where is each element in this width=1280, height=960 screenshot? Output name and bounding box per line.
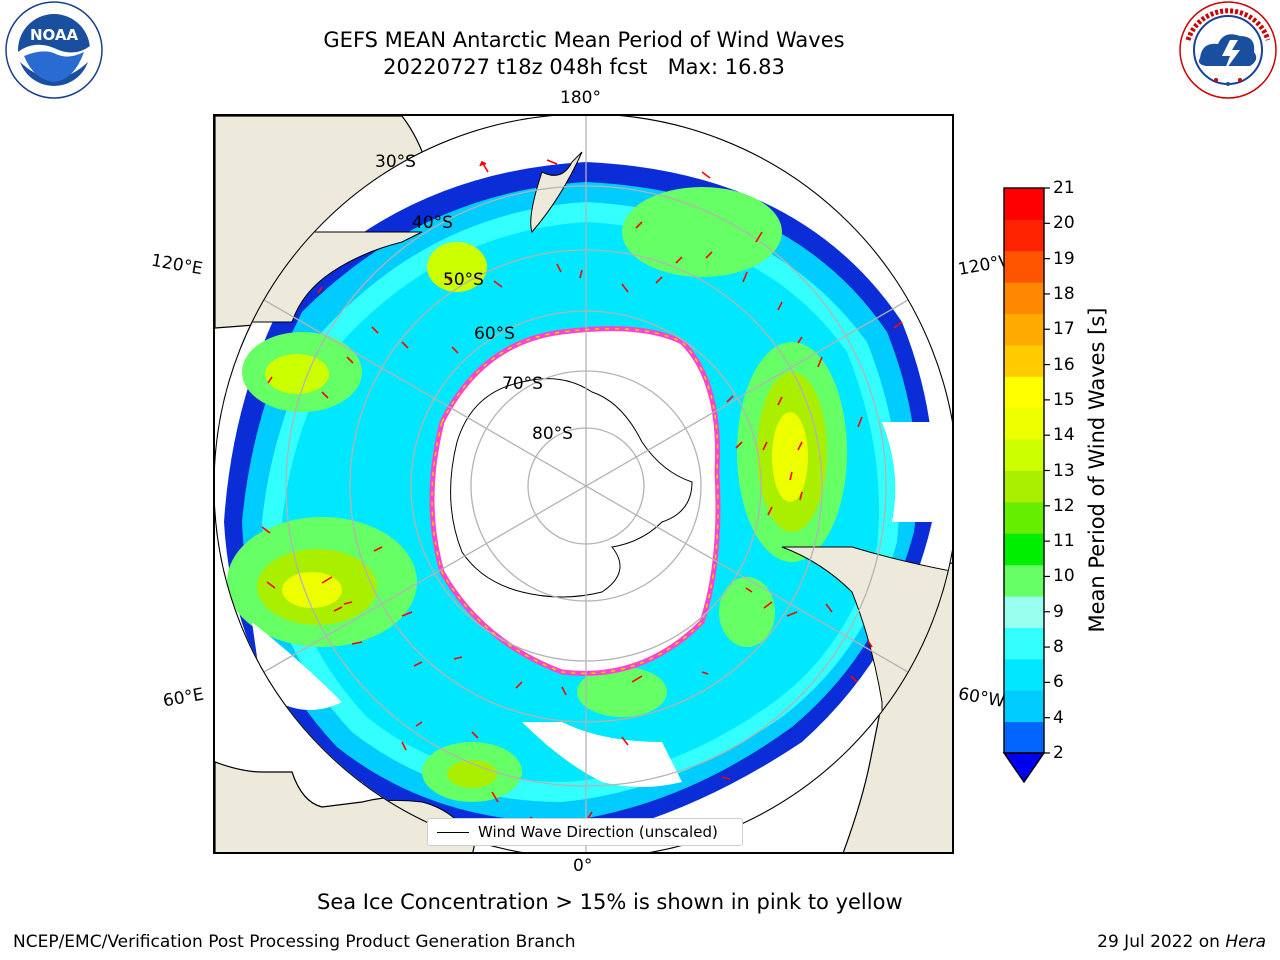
colorbar-segment bbox=[1004, 282, 1044, 315]
colorbar-tick-label: 14 bbox=[1053, 425, 1075, 446]
colorbar-segment bbox=[1004, 344, 1044, 377]
colorbar-tick-label: 19 bbox=[1053, 248, 1075, 269]
colorbar-segment bbox=[1004, 376, 1044, 409]
footer-date-text: 29 Jul 2022 on bbox=[1097, 932, 1226, 952]
lon-label-60e: 60°E bbox=[161, 684, 206, 712]
colorbar-tick-label: 21 bbox=[1053, 178, 1075, 198]
colorbar-label: Mean Period of Wind Waves [s] bbox=[1085, 307, 1109, 633]
lon-label-60w: 60°W bbox=[956, 684, 1007, 712]
footer-credit: NCEP/EMC/Verification Post Processing Pr… bbox=[13, 932, 576, 952]
colorbar bbox=[1002, 187, 1050, 784]
lat-label-40s: 40°S bbox=[412, 213, 453, 233]
graticule bbox=[215, 116, 952, 852]
wind-wave-arrows bbox=[261, 159, 903, 822]
colorbar-segment bbox=[1004, 596, 1044, 628]
noaa-logo: NOAA bbox=[5, 1, 103, 99]
colorbar-tick-label: 10 bbox=[1053, 566, 1075, 587]
colorbar-segment bbox=[1004, 721, 1044, 754]
colorbar-tick-label: 9 bbox=[1053, 601, 1064, 622]
map-canvas bbox=[215, 116, 952, 852]
colorbar-segment bbox=[1004, 627, 1044, 660]
lat-label-70s: 70°S bbox=[502, 374, 543, 394]
colorbar-tick-label: 18 bbox=[1053, 283, 1075, 304]
colorbar-segment bbox=[1004, 658, 1044, 691]
map-legend: Wind Wave Direction (unscaled) bbox=[427, 818, 743, 846]
footer-date: 29 Jul 2022 on Hera bbox=[1097, 932, 1266, 952]
lon-label-120e: 120°E bbox=[149, 250, 205, 280]
colorbar-segments bbox=[1004, 188, 1044, 754]
colorbar-segment bbox=[1004, 533, 1044, 566]
colorbar-tick-label: 6 bbox=[1053, 672, 1064, 693]
colorbar-segment bbox=[1004, 564, 1044, 597]
chart-subtitle: 20220727 t18z 048h fcst Max: 16.83 bbox=[383, 55, 785, 79]
colorbar-segment bbox=[1004, 501, 1044, 534]
colorbar-segment bbox=[1004, 470, 1044, 503]
legend-line-sample bbox=[437, 832, 469, 833]
colorbar-tick-label: 4 bbox=[1053, 707, 1064, 728]
colorbar-segment bbox=[1004, 219, 1044, 252]
lon-label-180: 180° bbox=[560, 88, 601, 108]
colorbar-tick-label: 8 bbox=[1053, 637, 1064, 658]
colorbar-segment bbox=[1004, 313, 1044, 346]
colorbar-tick-label: 2 bbox=[1053, 743, 1064, 763]
lat-label-30s: 30°S bbox=[375, 152, 416, 172]
colorbar-segment bbox=[1004, 250, 1044, 283]
lon-label-0: 0° bbox=[573, 856, 593, 876]
colorbar-tick-label: 11 bbox=[1053, 531, 1075, 552]
colorbar-tick-label: 13 bbox=[1053, 460, 1075, 481]
nws-logo bbox=[1179, 1, 1277, 99]
colorbar-ticks bbox=[1044, 187, 1050, 754]
colorbar-tick-label: 20 bbox=[1053, 213, 1075, 234]
sea-ice-note: Sea Ice Concentration > 15% is shown in … bbox=[317, 890, 903, 914]
colorbar-tick-label: 12 bbox=[1053, 495, 1075, 516]
colorbar-tick-label: 16 bbox=[1053, 354, 1075, 375]
lat-label-50s: 50°S bbox=[443, 270, 484, 290]
map-panel bbox=[213, 114, 954, 854]
legend-label: Wind Wave Direction (unscaled) bbox=[478, 823, 718, 841]
colorbar-segment bbox=[1004, 690, 1044, 723]
colorbar-under-triangle bbox=[1002, 752, 1046, 784]
lat-label-80s: 80°S bbox=[532, 424, 573, 444]
colorbar-segment bbox=[1004, 439, 1044, 471]
noaa-logo-text: NOAA bbox=[30, 26, 79, 44]
lat-label-60s: 60°S bbox=[474, 324, 515, 344]
colorbar-tick-label: 15 bbox=[1053, 389, 1075, 410]
chart-title: GEFS MEAN Antarctic Mean Period of Wind … bbox=[323, 28, 845, 52]
footer-host: Hera bbox=[1225, 932, 1266, 952]
wave-field bbox=[215, 116, 952, 852]
colorbar-segment bbox=[1004, 188, 1044, 220]
colorbar-tick-label: 17 bbox=[1053, 319, 1075, 340]
colorbar-segment bbox=[1004, 407, 1044, 440]
